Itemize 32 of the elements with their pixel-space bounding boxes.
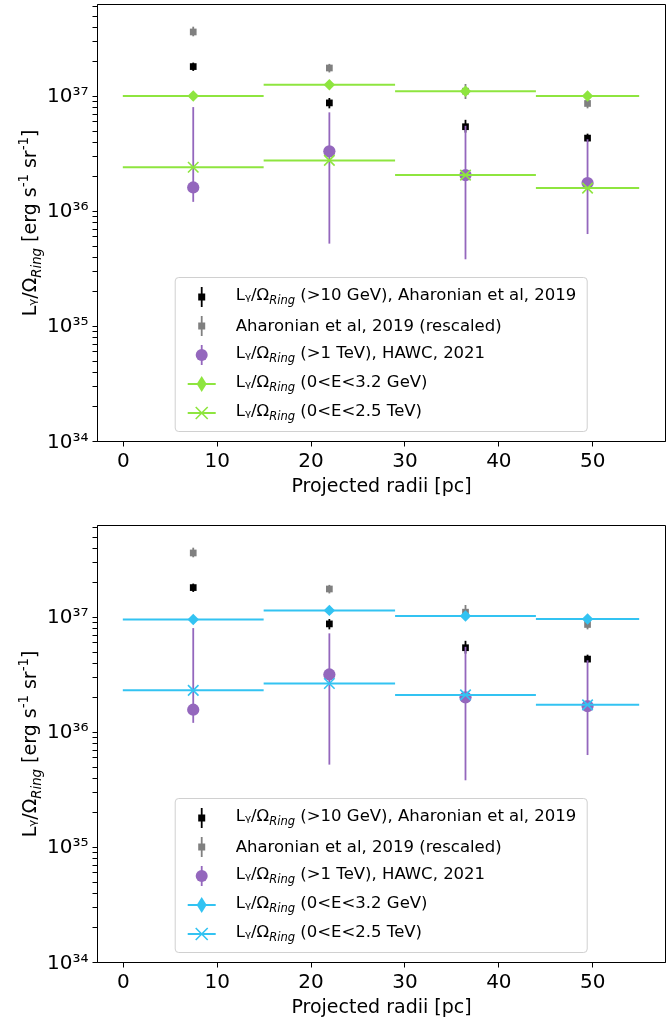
x-tick-label: 20 [298, 968, 324, 993]
y-tick-label: 10³⁴ [47, 949, 89, 974]
x-tick-label: 20 [298, 447, 324, 472]
x-tick-label: 40 [486, 447, 512, 472]
legend-label: Lᵧ/Ω$_{Ring}$ (>1 TeV), HAWC, 2021 [235, 864, 486, 887]
y-tick-label: 10³⁷ [47, 83, 89, 108]
x-tick-label: 30 [392, 447, 418, 472]
legend-label: Lᵧ/Ω$_{Ring}$ (>10 GeV), Aharonian et al, 2019 [235, 285, 577, 308]
legend-label: Aharonian et al, 2019 (rescaled) [235, 837, 502, 856]
y-tick-label: 10³⁶ [47, 198, 89, 223]
y-tick-label: 10³⁶ [47, 719, 89, 744]
x-tick-label: 30 [392, 968, 418, 993]
y-tick-label: 10³⁴ [47, 428, 89, 453]
x-tick-label: 0 [116, 447, 130, 472]
y-tick-label: 10³⁵ [47, 834, 89, 859]
legend-label: Lᵧ/Ω$_{Ring}$ (0<E<2.5 TeV) [235, 922, 423, 945]
legend-label: Lᵧ/Ω$_{Ring}$ (0<E<3.2 GeV) [235, 372, 428, 395]
x-tick-label: 50 [580, 447, 606, 472]
x-tick-label: 0 [116, 968, 130, 993]
y-tick-label: 10³⁵ [47, 313, 89, 338]
legend-label: Lᵧ/Ω$_{Ring}$ (0<E<3.2 GeV) [235, 893, 428, 916]
legend-label: Lᵧ/Ω$_{Ring}$ (>1 TeV), HAWC, 2021 [235, 343, 486, 366]
legend-label: Aharonian et al, 2019 (rescaled) [235, 316, 502, 335]
x-tick-label: 10 [204, 968, 230, 993]
x-tick-label: 10 [204, 447, 230, 472]
legend-label: Lᵧ/Ω$_{Ring}$ (>10 GeV), Aharonian et al, 2019 [235, 806, 577, 829]
x-axis-title: Projected radii [pc] [291, 994, 472, 1017]
y-tick-label: 10³⁷ [47, 604, 89, 629]
x-tick-label: 40 [486, 968, 512, 993]
legend-label: Lᵧ/Ω$_{Ring}$ (0<E<2.5 TeV) [235, 401, 423, 424]
x-axis-title: Projected radii [pc] [291, 473, 472, 496]
x-tick-label: 50 [580, 968, 606, 993]
